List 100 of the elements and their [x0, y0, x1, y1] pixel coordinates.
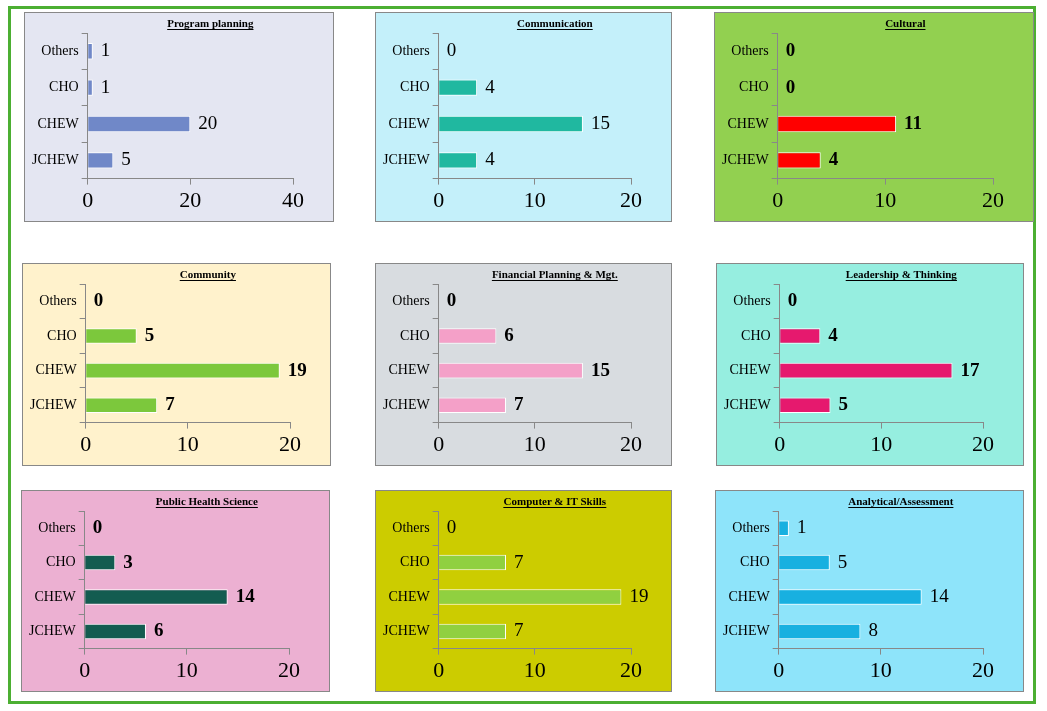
- data-label: 4: [485, 75, 496, 97]
- data-label: 4: [828, 148, 839, 170]
- y-tick-label: Others: [732, 519, 770, 535]
- data-label: 4: [485, 148, 496, 170]
- data-label: 0: [92, 516, 103, 538]
- y-tick-label: CHEW: [388, 362, 431, 378]
- data-label: 0: [93, 289, 104, 311]
- data-label: 19: [287, 358, 307, 380]
- x-tick-label: 0: [80, 430, 92, 456]
- y-tick-label: JCHEW: [29, 396, 78, 412]
- x-tick-label: 10: [175, 656, 198, 682]
- data-label: 3: [123, 550, 133, 572]
- y-tick-label: CHEW: [388, 115, 431, 131]
- chart-title: Communication: [516, 17, 593, 29]
- y-tick-label: CHEW: [388, 588, 431, 604]
- y-tick-label: JCHEW: [721, 152, 770, 168]
- y-tick-label: Others: [733, 293, 771, 308]
- x-tick-label: 20: [620, 430, 642, 456]
- y-tick-label: Others: [39, 293, 77, 308]
- y-tick-label: CHEW: [34, 588, 77, 604]
- data-label: 5: [144, 323, 155, 345]
- data-label: 1: [100, 39, 111, 61]
- y-tick-label: CHO: [400, 327, 430, 343]
- x-tick-label: 20: [972, 656, 994, 682]
- y-tick-label: CHO: [49, 79, 79, 95]
- data-label: 15: [590, 358, 610, 380]
- data-label: 14: [929, 584, 950, 606]
- x-tick-label: 0: [773, 656, 785, 682]
- data-label: 8: [868, 619, 878, 641]
- x-tick-label: 20: [982, 186, 1004, 212]
- data-label: 7: [513, 393, 524, 415]
- data-label: 7: [513, 550, 524, 572]
- y-tick-label: JCHEW: [31, 152, 80, 168]
- data-label: 0: [446, 289, 457, 311]
- x-tick-label: 10: [523, 186, 546, 212]
- data-label: 7: [165, 393, 176, 415]
- x-tick-label: 20: [179, 186, 202, 212]
- x-tick-label: 10: [176, 430, 199, 456]
- data-label: 15: [590, 111, 610, 133]
- chart-title: Cultural: [885, 17, 926, 29]
- chart-title: Computer & IT Skills: [503, 495, 607, 507]
- x-tick-label: 0: [433, 186, 445, 212]
- x-tick-label: 20: [279, 430, 301, 456]
- y-tick-label: JCHEW: [28, 623, 77, 639]
- y-tick-label: CHEW: [35, 362, 78, 378]
- data-label: 0: [785, 39, 796, 61]
- data-label: 14: [235, 584, 256, 606]
- data-label: 20: [198, 111, 218, 133]
- data-label: 7: [513, 619, 524, 641]
- x-tick-label: 10: [869, 656, 892, 682]
- y-tick-label: Others: [392, 519, 430, 535]
- data-label: 1: [100, 75, 111, 97]
- y-tick-label: CHEW: [728, 588, 771, 604]
- data-label: 6: [153, 619, 164, 641]
- y-tick-label: CHO: [739, 79, 769, 95]
- y-tick-label: JCHEW: [382, 396, 431, 412]
- x-tick-label: 20: [278, 656, 300, 682]
- data-label: 5: [121, 148, 131, 170]
- chart-title: Leadership & Thinking: [845, 268, 958, 280]
- y-tick-label: Others: [392, 42, 430, 58]
- y-tick-label: JCHEW: [382, 152, 431, 168]
- y-tick-label: CHO: [741, 327, 771, 343]
- x-tick-label: 0: [82, 186, 94, 212]
- data-label: 5: [837, 550, 848, 572]
- y-tick-label: CHEW: [729, 362, 772, 378]
- y-tick-label: Others: [392, 293, 430, 308]
- y-tick-label: CHO: [400, 554, 430, 570]
- y-tick-label: JCHEW: [723, 396, 772, 412]
- y-tick-label: CHO: [46, 554, 76, 570]
- data-label: 5: [838, 393, 848, 415]
- y-tick-label: CHEW: [727, 115, 770, 131]
- data-label: 0: [446, 516, 457, 538]
- y-tick-label: JCHEW: [722, 623, 771, 639]
- y-tick-label: CHEW: [37, 115, 80, 131]
- x-tick-label: 10: [523, 430, 546, 456]
- chart-title: Program planning: [167, 17, 254, 29]
- data-label: 17: [960, 358, 980, 380]
- x-tick-label: 0: [774, 430, 786, 456]
- y-tick-label: Others: [41, 42, 79, 58]
- data-label: 19: [629, 584, 649, 606]
- x-tick-label: 40: [282, 186, 304, 212]
- data-label: 0: [785, 75, 796, 97]
- data-label: 6: [504, 323, 514, 345]
- x-tick-label: 20: [620, 656, 642, 682]
- data-label: 11: [904, 111, 923, 133]
- chart-title: Public Health Science: [155, 495, 258, 507]
- y-tick-label: CHO: [740, 554, 770, 570]
- x-tick-label: 0: [772, 186, 784, 212]
- y-tick-label: Others: [731, 42, 769, 58]
- data-label: 0: [787, 289, 798, 311]
- x-tick-label: 20: [972, 430, 994, 456]
- x-tick-label: 10: [870, 430, 893, 456]
- x-tick-label: 0: [79, 656, 91, 682]
- chart-title: Financial Planning & Mgt.: [491, 268, 619, 280]
- data-label: 1: [796, 516, 807, 538]
- x-tick-label: 10: [874, 186, 897, 212]
- y-tick-label: Others: [38, 519, 76, 535]
- x-tick-label: 20: [620, 186, 642, 212]
- x-tick-label: 10: [523, 656, 546, 682]
- x-tick-label: 0: [433, 656, 445, 682]
